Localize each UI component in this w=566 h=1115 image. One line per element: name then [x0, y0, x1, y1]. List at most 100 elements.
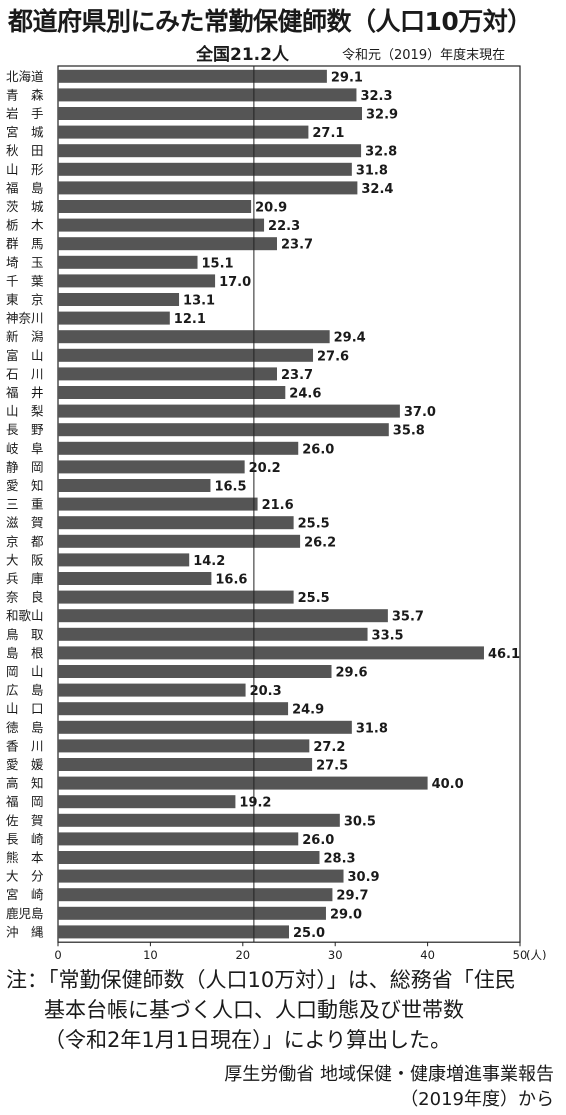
category-label: 奈 良: [6, 590, 44, 605]
category-label: 長 崎: [6, 831, 44, 846]
bar: [58, 386, 286, 399]
category-label: 沖 縄: [6, 924, 44, 939]
bar: [58, 88, 357, 102]
bar: [58, 293, 180, 306]
category-label: 大 阪: [6, 552, 44, 567]
category-label: 徳 島: [6, 720, 44, 735]
category-label: 石 川: [6, 366, 44, 381]
value-label: 26.0: [302, 833, 334, 848]
bar: [58, 534, 301, 548]
chart-title: 都道府県別にみた常勤保健師数（人口10万対）: [8, 7, 532, 36]
bar: [58, 125, 309, 139]
bar: [58, 553, 190, 567]
source-citation: 厚生労働省 地域保健・健康増進事業報告 （2019年度）から: [224, 1062, 554, 1112]
category-label: 青 森: [6, 87, 44, 102]
category-label: 山 口: [6, 701, 44, 716]
bar: [58, 311, 170, 325]
category-label: 滋 賀: [6, 515, 44, 530]
value-label: 25.5: [298, 591, 330, 606]
category-label: 福 井: [6, 385, 44, 400]
footnote-line-2: 基本台帳に基づく人口、人口動態及び世帯数: [44, 998, 464, 1022]
category-label: 東 京: [6, 292, 44, 307]
bar: [58, 404, 400, 418]
as-of-date: 令和元（2019）年度末現在: [342, 48, 506, 63]
category-label: 愛 媛: [6, 757, 44, 772]
x-tick-label: 20: [235, 948, 250, 960]
bar: [58, 162, 352, 176]
category-label: 兵 庫: [6, 571, 44, 586]
bar: [58, 851, 320, 864]
bar: [58, 69, 327, 83]
source-line-2: （2019年度）から: [400, 1089, 554, 1110]
value-label: 30.9: [348, 870, 380, 885]
category-label: 秋 田: [6, 143, 44, 158]
bar: [58, 200, 252, 213]
x-tick-label: 10: [143, 948, 158, 960]
bar: [58, 181, 358, 195]
bar: [58, 813, 340, 827]
footnote-line-3: （令和2年1月1日現在）」により算出した。: [44, 1028, 452, 1052]
value-label: 40.0: [432, 777, 464, 792]
category-label: 福 島: [6, 180, 44, 195]
value-label: 29.1: [331, 70, 363, 85]
category-label: 福 岡: [6, 794, 44, 809]
value-label: 20.3: [250, 684, 282, 699]
bar: [58, 218, 265, 232]
value-label: 16.5: [214, 480, 246, 495]
value-label: 37.0: [404, 405, 436, 420]
bar: [58, 516, 294, 530]
value-label: 35.8: [393, 424, 425, 439]
category-label: 香 川: [6, 738, 44, 753]
value-label: 32.9: [366, 108, 398, 123]
value-label: 29.0: [330, 907, 362, 922]
category-label: 神奈川: [6, 311, 44, 326]
category-label: 鳥 取: [6, 627, 44, 642]
category-label: 宮 城: [6, 125, 44, 140]
value-label: 24.9: [292, 703, 324, 718]
category-label: 宮 崎: [6, 887, 44, 902]
national-average-label: 全国21.2人: [196, 45, 289, 65]
value-label: 19.2: [239, 796, 271, 811]
value-label: 26.0: [302, 442, 334, 457]
value-label: 32.3: [360, 89, 392, 104]
value-label: 30.5: [344, 814, 376, 829]
value-label: 32.4: [361, 182, 393, 197]
value-label: 26.2: [304, 535, 336, 550]
bar: [58, 144, 362, 158]
category-label: 長 野: [6, 422, 44, 437]
bar: [58, 758, 313, 771]
category-label: 静 岡: [6, 459, 44, 474]
bar: [58, 795, 236, 809]
value-label: 29.6: [336, 666, 368, 681]
category-label: 山 梨: [6, 404, 44, 419]
value-label: 15.1: [202, 256, 234, 271]
value-label: 14.2: [193, 554, 225, 569]
category-label: 栃 木: [6, 218, 44, 233]
category-label: 埼 玉: [6, 255, 44, 270]
category-label: 熊 本: [6, 850, 44, 865]
value-label: 16.6: [215, 573, 247, 588]
bar: [58, 423, 389, 437]
category-label: 山 形: [6, 162, 44, 177]
category-label: 和歌山: [6, 608, 44, 623]
value-label: 27.1: [312, 126, 344, 141]
bar: [58, 367, 277, 381]
value-label: 31.8: [356, 721, 388, 736]
bar-chart: 北海道 29.1 青 森 32.3 岩 手 32.9 宮 城 27.1 秋 田 32.8 山 形 31…: [6, 65, 546, 960]
value-label: 13.1: [183, 294, 215, 309]
category-label: 島 根: [6, 645, 44, 660]
category-label: 群 馬: [6, 236, 44, 251]
bar: [58, 776, 428, 790]
footnote-line-1: 注：「常勤保健師数（人口10万対）」は、総務省「住民: [6, 968, 516, 992]
bar: [58, 107, 362, 120]
bar: [58, 572, 212, 585]
bar: [58, 590, 294, 604]
value-label: 35.7: [392, 610, 424, 625]
bar: [58, 497, 258, 511]
value-label: 20.9: [255, 201, 287, 216]
category-label: 広 島: [6, 683, 44, 698]
x-tick-label: 50: [513, 948, 528, 960]
value-label: 46.1: [488, 647, 520, 662]
value-label: 25.0: [293, 926, 325, 941]
value-label: 27.2: [313, 740, 345, 755]
